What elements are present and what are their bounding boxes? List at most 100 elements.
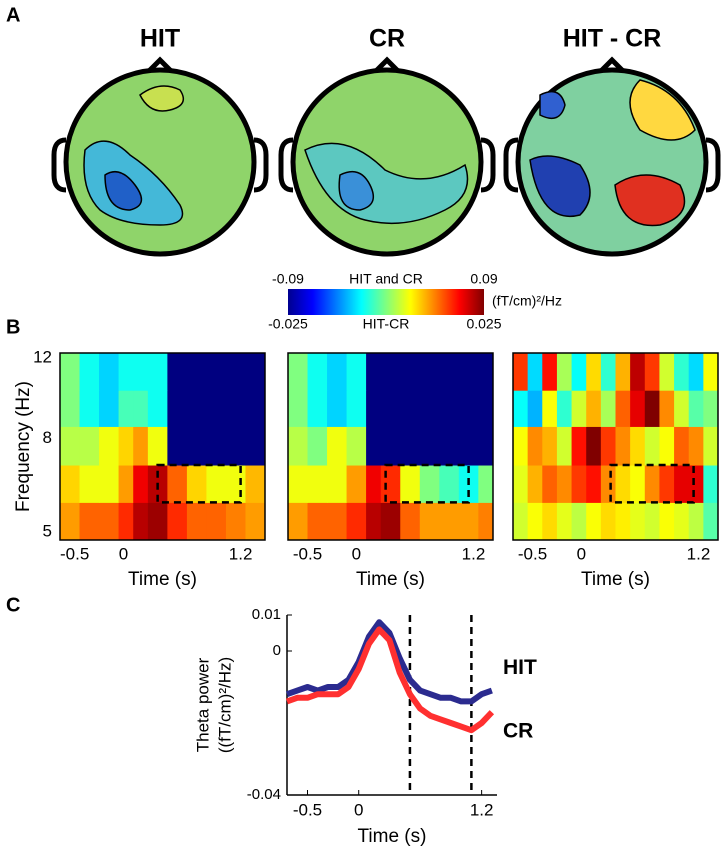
heatmap-cell xyxy=(513,465,529,503)
heatmap-cell xyxy=(225,426,246,466)
heatmap-cell xyxy=(307,502,328,541)
heatmap-cell xyxy=(630,465,646,503)
heatmap-cell xyxy=(147,502,168,541)
heatmap-cell xyxy=(615,390,631,427)
heatmap-cell xyxy=(644,426,660,466)
colorbar xyxy=(288,289,484,315)
heatmap-cell xyxy=(60,465,81,503)
heatmap-cell xyxy=(542,353,558,391)
heatmap-cell xyxy=(644,465,660,503)
heatmap-cell xyxy=(644,390,660,427)
heatmap-cell xyxy=(419,465,440,503)
heatmap-cell xyxy=(99,353,120,391)
heatmap-cell xyxy=(703,426,719,466)
heatmap-cell xyxy=(327,465,348,503)
heatmap-cell xyxy=(79,465,100,503)
panel-label: A xyxy=(6,4,20,26)
heatmap-cell xyxy=(556,502,573,541)
heatmap-cell xyxy=(571,502,587,541)
heatmap-cell xyxy=(307,390,328,427)
heatmap-cell xyxy=(513,353,529,391)
heatmap-cell xyxy=(245,390,266,427)
heatmap-cell xyxy=(600,426,616,466)
heatmap-cell xyxy=(147,390,168,427)
heatmap-cell xyxy=(419,502,440,541)
heatmap-cell xyxy=(288,465,309,503)
heatmap-cell xyxy=(600,502,616,541)
heatmap-cell xyxy=(659,353,675,391)
heatmap-cell xyxy=(167,353,188,391)
heatmap-cell xyxy=(60,390,81,427)
x-tick-label: 0 xyxy=(352,544,361,563)
y-axis-label: Frequency (Hz) xyxy=(13,381,34,512)
x-tick-label: -0.5 xyxy=(60,544,89,563)
x-tick-label: -0.5 xyxy=(518,544,547,563)
heatmap-cell xyxy=(630,502,646,541)
highlight-box xyxy=(609,463,695,504)
y-tick-label: 0 xyxy=(273,642,281,659)
heatmap-cell xyxy=(400,465,421,503)
heatmap-cell xyxy=(542,502,558,541)
heatmap-cell xyxy=(60,502,81,541)
heatmap-cell xyxy=(458,502,479,541)
heatmap-cell xyxy=(327,426,348,466)
heatmap-cell xyxy=(527,353,543,391)
colorbar-tick-label: 0.025 xyxy=(466,316,501,332)
heatmap-cell xyxy=(186,502,207,541)
heatmap-cell xyxy=(288,502,309,541)
colorbar-tick-label: -0.09 xyxy=(272,271,304,287)
heatmap-cell xyxy=(118,426,134,466)
heatmap-cell xyxy=(147,353,168,391)
heatmap-cell xyxy=(327,353,348,391)
heatmap-cell xyxy=(327,502,348,541)
x-axis-label: Time (s) xyxy=(128,569,197,590)
heatmap-cell xyxy=(586,390,602,427)
heatmap-cell xyxy=(439,502,460,541)
heatmap-cell xyxy=(630,426,646,466)
heatmap-cell xyxy=(556,426,573,466)
heatmap-cell xyxy=(571,390,587,427)
heatmap-cell xyxy=(688,426,704,466)
topomap-title: CR xyxy=(369,25,405,53)
heatmap-cell xyxy=(674,390,690,427)
heatmap-cell xyxy=(346,465,367,503)
heatmap-cell xyxy=(346,426,367,466)
heatmap-cell xyxy=(586,502,602,541)
heatmap-cell xyxy=(118,465,134,503)
heatmap-cell xyxy=(186,465,207,503)
heatmap-cell xyxy=(439,426,460,466)
heatmap-cell xyxy=(118,390,134,427)
heatmap-cell xyxy=(513,502,529,541)
heatmap-cell xyxy=(615,353,631,391)
colorbar-label: HIT-CR xyxy=(363,316,410,332)
heatmap-cell xyxy=(513,426,529,466)
heatmap-cell xyxy=(167,426,188,466)
heatmap-cell xyxy=(346,390,367,427)
topomap xyxy=(503,56,721,257)
heatmap-cell xyxy=(366,426,382,466)
colorbar-tick-label: -0.025 xyxy=(268,316,308,332)
heatmap-cell xyxy=(346,502,367,541)
heatmap-cell xyxy=(400,390,421,427)
heatmap-cell xyxy=(615,502,631,541)
heatmap-cell xyxy=(478,390,494,427)
heatmap-cell xyxy=(346,353,367,391)
heatmap-cell xyxy=(327,390,348,427)
heatmap-cell xyxy=(186,426,207,466)
y-tick-label: -0.04 xyxy=(247,786,281,803)
heatmap-cell xyxy=(147,426,168,466)
panel-label: B xyxy=(6,316,20,338)
legend-label: HIT xyxy=(503,656,537,679)
plot-border xyxy=(59,352,266,541)
heatmap-cell xyxy=(600,353,616,391)
heatmap-cell xyxy=(288,390,309,427)
heatmap-cell xyxy=(439,353,460,391)
heatmap-cell xyxy=(630,353,646,391)
heatmap-cell xyxy=(225,353,246,391)
heatmap-cell xyxy=(439,465,460,503)
x-axis-label: Time (s) xyxy=(358,826,427,847)
heatmap-cell xyxy=(99,390,120,427)
x-tick-label: -0.5 xyxy=(293,544,322,563)
heatmap-cell xyxy=(659,465,675,503)
